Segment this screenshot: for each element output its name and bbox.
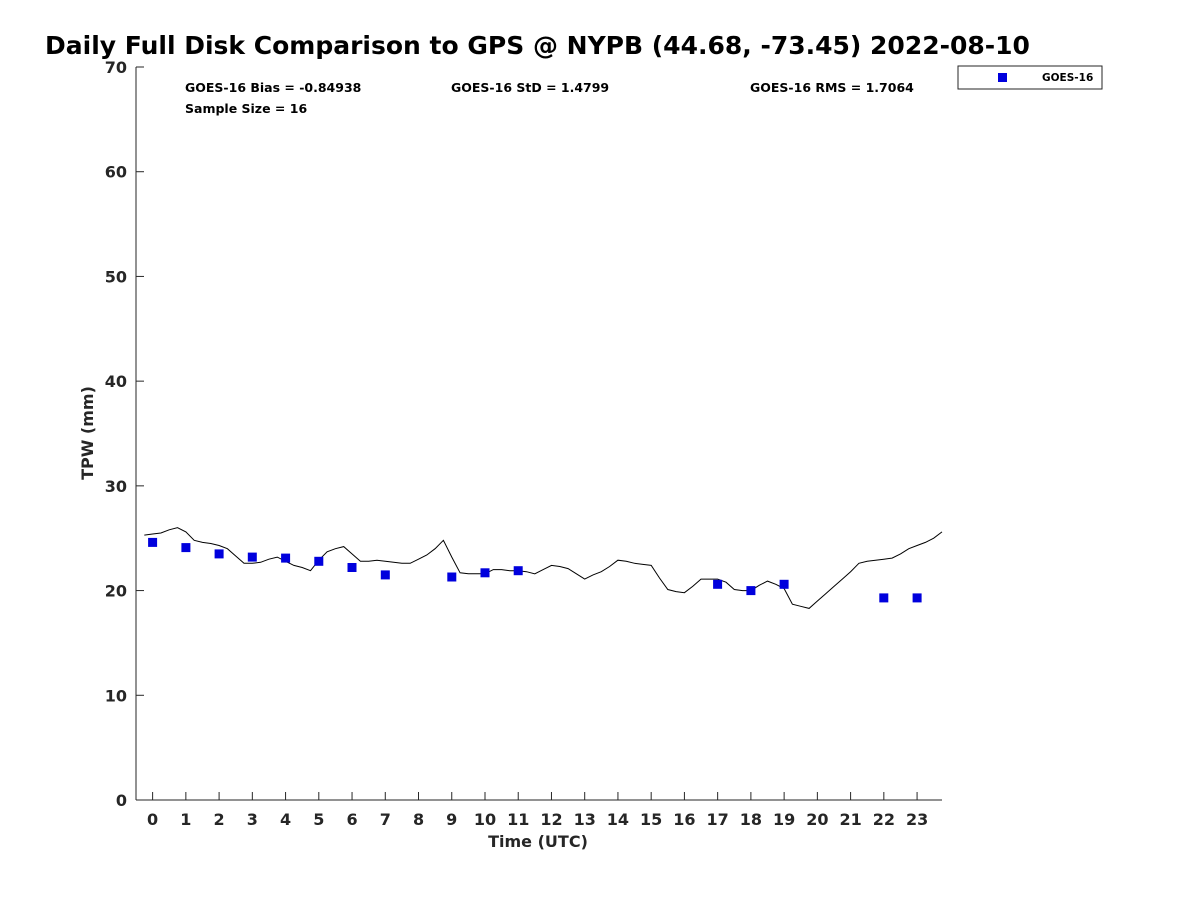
goes16-point <box>713 579 723 589</box>
std-stat: GOES-16 StD = 1.4799 <box>451 80 609 95</box>
goes16-point <box>912 593 922 603</box>
x-tick-label: 10 <box>474 810 496 829</box>
x-tick-label: 14 <box>607 810 629 829</box>
series-layer <box>144 527 943 609</box>
goes16-point <box>879 593 889 603</box>
x-tick-label: 2 <box>214 810 225 829</box>
y-axis-ticks: 0 10 20 30 40 50 60 70 <box>105 58 144 810</box>
legend-marker-goes16 <box>998 73 1007 82</box>
y-tick-label: 40 <box>105 372 127 391</box>
y-tick-label: 10 <box>105 686 127 705</box>
y-tick-label: 70 <box>105 58 127 77</box>
y-tick-label: 0 <box>116 791 127 810</box>
goes16-point <box>347 563 357 572</box>
goes16-point <box>480 568 490 578</box>
legend: GOES-16 <box>957 65 1103 90</box>
x-tick-label: 9 <box>446 810 457 829</box>
rms-stat: GOES-16 RMS = 1.7064 <box>750 80 914 95</box>
x-tick-label: 20 <box>806 810 828 829</box>
x-tick-label: 4 <box>280 810 291 829</box>
goes16-point <box>513 566 523 576</box>
x-tick-label: 21 <box>839 810 861 829</box>
x-tick-label: 19 <box>773 810 795 829</box>
goes16-point <box>380 570 390 580</box>
x-axis-ticks: 0 1 2 3 4 5 6 7 8 9 10 11 12 13 14 15 16 17 18 19 20 21 22 23 <box>147 792 928 829</box>
x-tick-label: 18 <box>740 810 762 829</box>
x-tick-label: 17 <box>707 810 729 829</box>
goes16-point <box>447 572 457 582</box>
x-axis-label: Time (UTC) <box>488 832 588 851</box>
legend-label-goes16: GOES-16 <box>1042 72 1093 84</box>
x-tick-label: 5 <box>313 810 324 829</box>
goes16-point <box>779 579 789 589</box>
x-tick-label: 3 <box>247 810 258 829</box>
x-tick-label: 1 <box>180 810 191 829</box>
goes16-point <box>746 586 756 596</box>
x-tick-label: 6 <box>346 810 357 829</box>
chart-title: Daily Full Disk Comparison to GPS @ NYPB… <box>45 31 1030 60</box>
bias-stat: GOES-16 Bias = -0.84938 <box>185 80 361 95</box>
x-tick-label: 11 <box>507 810 529 829</box>
x-tick-label: 16 <box>673 810 695 829</box>
y-axis-label: TPW (mm) <box>78 386 97 480</box>
x-tick-label: 22 <box>873 810 895 829</box>
y-tick-label: 20 <box>105 582 127 601</box>
x-tick-label: 23 <box>906 810 928 829</box>
x-tick-label: 12 <box>540 810 562 829</box>
y-tick-label: 60 <box>105 163 127 182</box>
gps-tpw-line <box>144 527 943 609</box>
x-tick-label: 15 <box>640 810 662 829</box>
x-tick-label: 0 <box>147 810 158 829</box>
x-tick-label: 7 <box>380 810 391 829</box>
goes16-point <box>281 553 291 563</box>
goes16-point <box>148 537 158 547</box>
legend-box <box>957 65 1103 90</box>
y-tick-label: 50 <box>105 267 127 286</box>
goes16-point <box>181 543 191 553</box>
sample-size-stat: Sample Size = 16 <box>185 101 307 116</box>
x-tick-label: 13 <box>574 810 596 829</box>
goes16-point <box>247 552 257 562</box>
x-tick-label: 8 <box>413 810 424 829</box>
goes16-point <box>314 556 324 566</box>
plot-axes <box>135 67 942 801</box>
y-tick-label: 30 <box>105 477 127 496</box>
goes16-point <box>214 549 224 559</box>
